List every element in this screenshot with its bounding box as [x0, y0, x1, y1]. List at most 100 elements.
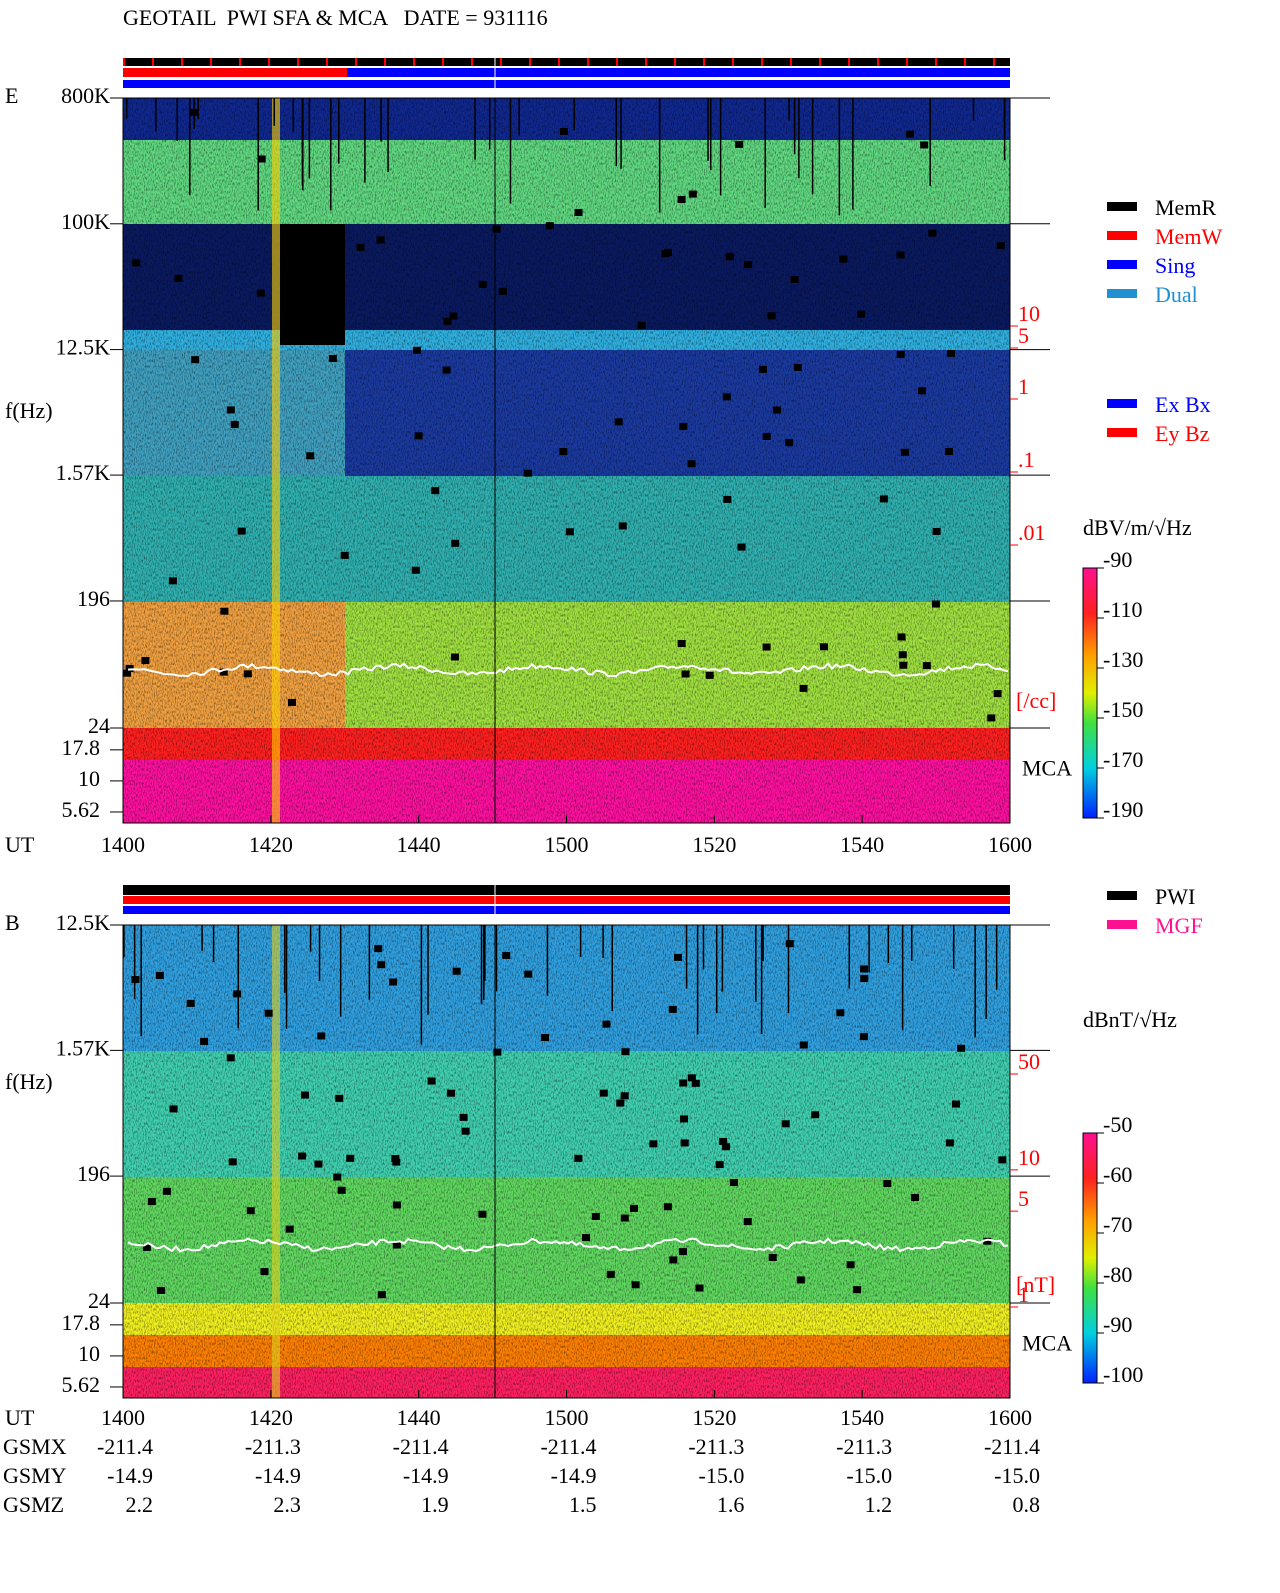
mca-tick-label: 10 [78, 1341, 100, 1366]
status-tick [384, 58, 386, 66]
noise-pixel [883, 1180, 892, 1188]
y-axis-label: f(Hz) [5, 1069, 53, 1094]
status-tick [790, 58, 792, 66]
colorbar-tick-label: -60 [1103, 1162, 1132, 1187]
noise-pixel [374, 945, 383, 953]
noise-pixel [306, 452, 315, 460]
panel-label: E [5, 83, 18, 108]
noise-pixel [920, 141, 929, 149]
colorbar-tick-label: -110 [1103, 597, 1143, 622]
noise-pixel [649, 1140, 658, 1148]
noise-pixel [695, 1284, 704, 1292]
noise-pixel [762, 432, 771, 440]
row-value: -211.4 [984, 1434, 1040, 1459]
row-value: 1.6 [717, 1492, 745, 1517]
noise-pixel [602, 1020, 611, 1028]
y2-tick-label: 50 [1018, 1049, 1040, 1074]
status-tick [268, 58, 270, 66]
legend-swatch [1107, 202, 1137, 211]
row-value: 1.5 [569, 1492, 597, 1517]
noise-pixel [945, 1139, 954, 1147]
noise-pixel [131, 975, 140, 983]
legend-swatch [1107, 891, 1137, 900]
noise-pixel [669, 1256, 678, 1264]
noise-pixel [162, 1187, 171, 1195]
legend-label: Ex Bx [1155, 392, 1211, 417]
status-tick [442, 58, 444, 66]
legend-swatch [1107, 260, 1137, 269]
noise-pixel [141, 657, 150, 665]
x-tick-label: 1600 [988, 1405, 1032, 1430]
noise-pixel [860, 974, 869, 982]
noise-pixel [896, 251, 905, 259]
noise-pixel [392, 1241, 401, 1249]
colorbar [1082, 1132, 1098, 1384]
x-tick-label: 1520 [692, 1405, 736, 1430]
noise-pixel [391, 1155, 400, 1163]
legend-label: MemR [1155, 195, 1216, 220]
row-value: -211.3 [836, 1434, 892, 1459]
status-tick [500, 58, 502, 66]
row-value: -211.4 [540, 1434, 596, 1459]
noise-pixel [200, 1037, 209, 1045]
noise-pixel [340, 551, 349, 559]
mca-label: MCA [1022, 1331, 1072, 1356]
noise-pixel [998, 1156, 1007, 1164]
noise-pixel [297, 298, 306, 306]
y-tick-label: 24 [88, 1288, 110, 1313]
noise-pixel [285, 1225, 294, 1233]
noise-pixel [859, 1033, 868, 1041]
noise-pixel [377, 961, 386, 969]
chart-title: GEOTAIL PWI SFA & MCA DATE = 931116 [123, 5, 548, 30]
noise-pixel [502, 951, 511, 959]
row-value: -211.3 [688, 1434, 744, 1459]
row-label: GSMZ [3, 1492, 64, 1517]
status-bar [347, 68, 1010, 77]
status-bar [123, 68, 347, 77]
status-bar [123, 896, 1010, 904]
noise-pixel [898, 651, 907, 659]
noise-pixel [819, 643, 828, 651]
noise-pixel [785, 940, 794, 948]
mca-tick-label: 10 [78, 766, 100, 791]
y-tick-label: 12.5K [56, 335, 111, 360]
noise-pixel [781, 1120, 790, 1128]
noise-pixel [737, 543, 746, 551]
noise-pixel [957, 1044, 966, 1052]
y2-tick-label: .01 [1018, 520, 1046, 545]
noise-pixel [574, 208, 583, 216]
colorbar-tick-label: -190 [1103, 797, 1143, 822]
noise-pixel [719, 1137, 728, 1145]
noise-pixel [392, 1201, 401, 1209]
noise-pixel [983, 1237, 992, 1245]
noise-pixel [906, 130, 915, 138]
noise-pixel [559, 127, 568, 135]
noise-pixel [256, 289, 265, 297]
noise-pixel [377, 1291, 386, 1299]
noise-pixel [174, 274, 183, 282]
noise-pixel [451, 539, 460, 547]
noise-pixel [911, 1193, 920, 1201]
noise-pixel [389, 978, 398, 986]
y2-tick-label: 5 [1018, 1186, 1029, 1211]
colorbar-tick-label: -150 [1103, 697, 1143, 722]
y-tick-label: 1.57K [56, 460, 111, 485]
y2-tick-label: 10 [1018, 1145, 1040, 1170]
y-tick-label: 1.57K [56, 1035, 111, 1060]
noise-pixel [524, 970, 533, 978]
row-value: 2.3 [273, 1492, 301, 1517]
noise-pixel [565, 528, 574, 536]
noise-pixel [677, 640, 686, 648]
y-tick-label: 800K [61, 83, 110, 108]
noise-pixel [796, 1276, 805, 1284]
colorbar-tick-label: -100 [1103, 1362, 1143, 1387]
y2-tick-label: 5 [1018, 323, 1029, 348]
noise-pixel [450, 653, 459, 661]
noise-pixel [620, 1214, 629, 1222]
noise-pixel [452, 967, 461, 975]
legend-label: Ey Bz [1155, 421, 1210, 446]
noise-pixel [996, 242, 1005, 250]
row-value: 0.8 [1013, 1492, 1041, 1517]
row-label: GSMX [3, 1434, 67, 1459]
row-value: -211.4 [97, 1434, 153, 1459]
